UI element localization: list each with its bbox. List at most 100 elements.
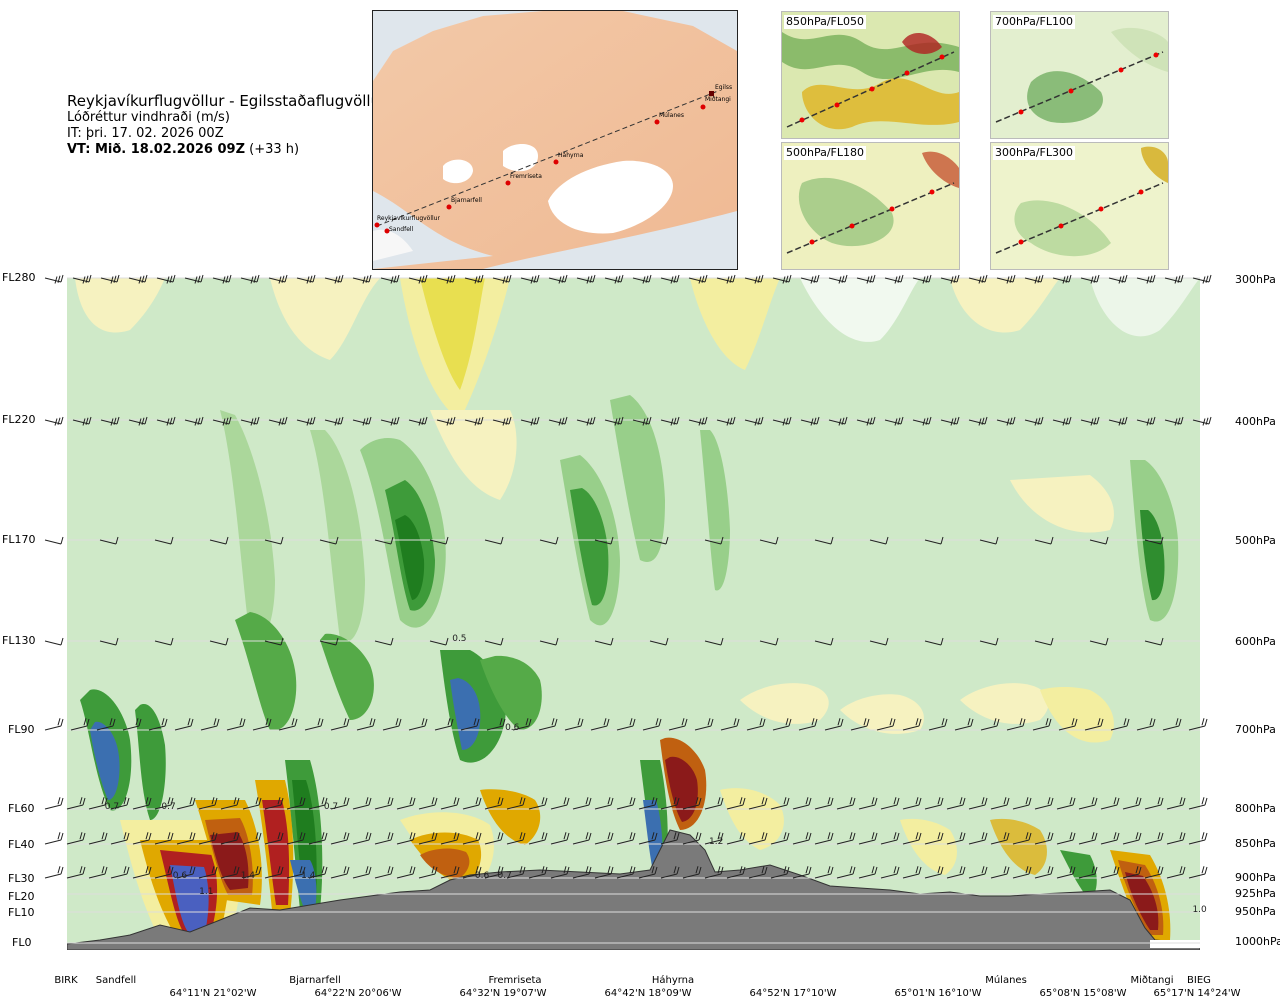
wind-barb <box>856 274 876 284</box>
wind-barb <box>704 866 724 879</box>
value-annotation: 1.4 <box>301 871 316 881</box>
wind-barb <box>759 637 779 646</box>
wind-barb <box>176 832 196 845</box>
x-coordinate-label: 64°32'N 19°07'W <box>459 988 547 999</box>
wind-barb <box>198 832 218 845</box>
wind-barb <box>396 797 416 810</box>
wind-barb <box>946 832 966 845</box>
pressure-label: 300hPa <box>1235 273 1276 286</box>
wind-barb <box>100 274 120 284</box>
wind-barb <box>814 637 834 646</box>
wind-barb <box>100 416 120 426</box>
wind-barb <box>539 637 559 646</box>
terrain-profile <box>67 829 1200 950</box>
wind-barb <box>572 866 592 879</box>
pressure-label: 400hPa <box>1235 415 1276 428</box>
wind-barb <box>594 832 614 845</box>
pressure-label: 950hPa <box>1235 905 1276 918</box>
route-map-graphic: Reykjavíkurflugvöllur Sandfell Bjarnarfe… <box>373 11 737 269</box>
wind-barb <box>44 416 64 426</box>
wind-barb <box>682 866 702 879</box>
wind-barb <box>924 637 944 646</box>
wind-barb <box>464 274 484 284</box>
wind-barb <box>1012 797 1032 810</box>
pressure-label: 850hPa <box>1235 837 1276 850</box>
wind-barb <box>154 536 174 545</box>
panel-300-graphic <box>991 143 1168 269</box>
station-marker <box>654 119 660 125</box>
wind-barb <box>726 832 746 845</box>
wind-barb <box>924 797 944 810</box>
wind-barb <box>1024 416 1044 426</box>
fl-label: FL60 <box>8 802 35 815</box>
wind-barb <box>99 536 119 545</box>
wind-barb <box>968 797 988 810</box>
wind-barb <box>209 536 229 545</box>
wind-barb <box>408 416 428 426</box>
route-line <box>376 90 719 227</box>
wind-barb <box>996 274 1016 284</box>
wind-barb <box>572 797 592 810</box>
wind-barb <box>72 416 92 426</box>
wind-barb <box>858 797 878 810</box>
wind-barb <box>1080 416 1100 426</box>
wind-barb <box>330 797 350 810</box>
wind-barb <box>286 866 306 879</box>
wind-barb <box>264 866 284 879</box>
wind-barb <box>594 637 614 646</box>
value-annotation: 1.2 <box>709 837 723 847</box>
wind-barb <box>460 718 480 731</box>
wind-barb <box>44 832 64 845</box>
wind-barb <box>1084 718 1104 731</box>
wind-barb <box>1188 797 1208 810</box>
wind-barb <box>772 274 792 284</box>
wind-barb <box>748 866 768 879</box>
wind-barb <box>850 718 870 731</box>
wind-barb <box>462 832 482 845</box>
wind-barb <box>440 797 460 810</box>
wind-barb <box>1144 536 1164 545</box>
title-block: Reykjavíkurflugvöllur - Egilsstaðaflugvö… <box>67 92 386 158</box>
wind-barb <box>356 718 376 731</box>
wind-barb <box>1024 274 1044 284</box>
value-annotation: 0.7 <box>105 802 119 812</box>
wind-barb <box>1188 832 1208 845</box>
wind-barb <box>319 637 339 646</box>
wind-barb <box>946 797 966 810</box>
wind-barb <box>1012 832 1032 845</box>
wind-barb <box>649 536 669 545</box>
panel-500: 500hPa/FL180 <box>781 142 960 270</box>
wind-barb <box>649 637 669 646</box>
wind-barb <box>968 832 988 845</box>
wind-barb <box>486 718 506 731</box>
wind-barb <box>1078 866 1098 879</box>
wind-barb <box>539 536 559 545</box>
fl-label: FL220 <box>2 413 36 426</box>
wind-barb <box>352 797 372 810</box>
wind-barb <box>940 274 960 284</box>
wind-barb <box>418 866 438 879</box>
wind-barb <box>264 637 284 646</box>
wind-barb <box>744 416 764 426</box>
wind-barb <box>1164 274 1184 284</box>
wind-barb <box>220 832 240 845</box>
wind-barb <box>176 866 196 879</box>
wind-barb <box>1034 637 1054 646</box>
wind-barb <box>979 637 999 646</box>
x-location-label: Múlanes <box>985 975 1027 986</box>
wind-barb <box>772 718 792 731</box>
wind-barb <box>484 797 504 810</box>
wind-barb <box>688 416 708 426</box>
wind-barb <box>242 866 262 879</box>
x-coordinate-label: 65°17'N 14°24'W <box>1153 988 1241 999</box>
wind-barb <box>1188 718 1208 731</box>
wind-barb <box>642 718 662 731</box>
wind-barb <box>330 718 350 731</box>
x-location-label: Miðtangi <box>1130 975 1174 986</box>
panel-850: 850hPa/FL050 <box>781 11 960 139</box>
wind-barb <box>154 797 174 810</box>
wind-barb <box>128 416 148 426</box>
wind-barb <box>902 718 922 731</box>
wind-barb <box>308 866 328 879</box>
wind-barb <box>278 718 298 731</box>
